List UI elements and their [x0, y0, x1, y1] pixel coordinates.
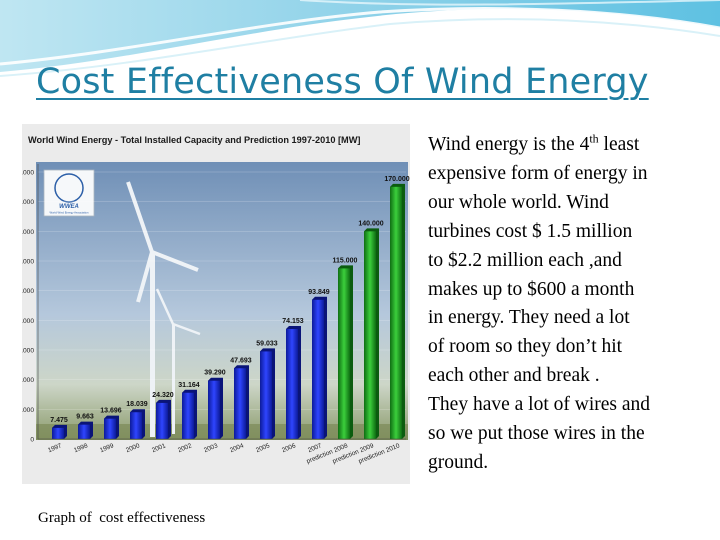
- bar-value-label: 59.033: [256, 340, 278, 347]
- y-tick-label: 180.000: [22, 170, 34, 177]
- bar-value-label: 39.290: [204, 370, 226, 377]
- bar: [390, 186, 402, 439]
- chart-title: World Wind Energy - Total Installed Capa…: [28, 135, 360, 145]
- x-tick-label: 2000: [125, 442, 141, 454]
- bar-value-label: 140.000: [358, 220, 383, 227]
- bar: [130, 412, 142, 439]
- x-tick-label: 2002: [177, 442, 193, 454]
- bar-value-label: 24.320: [152, 392, 174, 399]
- chart-caption: Graph of cost effectiveness: [38, 510, 206, 526]
- bar-value-label: 7.475: [50, 417, 68, 424]
- bar: [208, 380, 220, 439]
- bar-value-label: 9.663: [76, 414, 94, 421]
- bar: [338, 268, 350, 439]
- y-tick-label: 80.000: [22, 318, 34, 325]
- wwea-logo-subtext: World Wind Energy Association: [50, 211, 89, 215]
- bar-value-label: 31.164: [178, 382, 200, 389]
- wwea-logo-text: WWEA: [59, 204, 79, 210]
- x-tick-label: 2005: [255, 442, 271, 454]
- x-tick-label: 2007: [307, 442, 323, 454]
- x-tick-label: 1997: [47, 442, 63, 454]
- slide-title: Cost Effectiveness Of Wind Energy: [36, 62, 649, 102]
- turbine-tower: [150, 252, 155, 437]
- turbine-blade: [151, 250, 199, 272]
- x-tick-label: 2003: [203, 442, 219, 454]
- x-tick-label: 2001: [151, 442, 167, 454]
- y-tick-label: 40.000: [22, 377, 34, 384]
- y-tick-label: 120.000: [22, 259, 34, 266]
- bar: [286, 329, 298, 439]
- body-text-part2: least expensive form of energy in our wh…: [428, 134, 651, 473]
- turbine-blade: [172, 322, 201, 336]
- turbine-photo: [126, 181, 201, 437]
- y-tick-label: 140.000: [22, 229, 34, 236]
- bar-value-label: 13.696: [100, 408, 122, 415]
- bar: [260, 351, 272, 439]
- bar: [312, 299, 324, 439]
- bars: 7.475 9.663 13.696 18.039 24.320 31.164 39.290…: [50, 176, 410, 439]
- x-tick-label: 2006: [281, 442, 297, 454]
- turbine-blade: [155, 288, 175, 325]
- bar: [364, 231, 376, 439]
- header-wave-decoration: [0, 0, 720, 77]
- y-tick-label: 100.000: [22, 288, 34, 295]
- bar: [104, 418, 116, 439]
- body-text-superscript: th: [589, 131, 599, 146]
- y-tick-label: 20.000: [22, 407, 34, 414]
- bar: [52, 427, 64, 439]
- bar: [182, 392, 194, 439]
- y-tick-label: 160.000: [22, 199, 34, 206]
- bar: [78, 424, 90, 439]
- chart-svg: World Wind Energy - Total Installed Capa…: [22, 124, 410, 484]
- x-tick-label: 1999: [99, 442, 115, 454]
- bar-value-label: 18.039: [126, 401, 148, 408]
- bar-value-label: 74.153: [282, 318, 304, 325]
- x-tick-label: 2004: [229, 442, 245, 454]
- y-tick-label: 60.000: [22, 348, 34, 355]
- bar-value-label: 93.849: [308, 289, 330, 296]
- body-text: Wind energy is the 4th least expensive f…: [428, 131, 720, 478]
- bar-value-label: 47.693: [230, 357, 252, 364]
- y-tick-label: 0: [30, 437, 34, 444]
- turbine-blade: [136, 251, 154, 303]
- bar-value-label: 170.000: [384, 176, 409, 183]
- bar: [156, 402, 168, 439]
- turbine-blade: [126, 181, 154, 253]
- bar-value-label: 115.000: [333, 257, 358, 264]
- wwea-logo-mark: [54, 173, 84, 203]
- body-text-part1: Wind energy is the 4: [428, 134, 590, 155]
- turbine-tower: [172, 324, 175, 434]
- wind-capacity-chart: World Wind Energy - Total Installed Capa…: [22, 124, 410, 484]
- bar: [234, 368, 246, 439]
- wwea-logo: [43, 169, 95, 217]
- x-tick-label: 1998: [73, 442, 89, 454]
